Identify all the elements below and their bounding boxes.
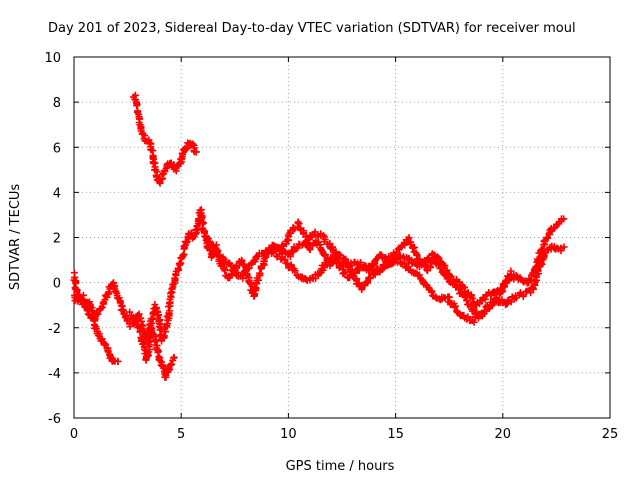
data-point — [526, 276, 534, 284]
data-point — [294, 271, 302, 279]
data-point — [366, 274, 374, 282]
x-axis-label: GPS time / hours — [286, 459, 395, 474]
data-point — [98, 303, 106, 311]
data-point — [151, 338, 159, 346]
data-point — [182, 146, 190, 154]
y-tick-label: 10 — [44, 51, 61, 66]
chart-title: Day 201 of 2023, Sidereal Day-to-day VTE… — [48, 21, 576, 36]
data-points — [70, 91, 568, 381]
x-tick-label: 10 — [280, 427, 297, 442]
series-track-6 — [130, 91, 200, 187]
data-point — [192, 148, 200, 156]
y-tick-label: 0 — [53, 277, 61, 292]
data-point — [294, 244, 302, 252]
data-point — [114, 357, 122, 365]
data-point — [79, 296, 87, 304]
x-tick-label: 5 — [177, 427, 185, 442]
axis-ticks: 0 5 10 15 20 25 -6 -4 -2 0 2 4 6 8 10 — [44, 51, 618, 442]
series-track-5 — [268, 215, 568, 309]
data-point — [116, 298, 124, 306]
data-point — [166, 289, 174, 297]
data-point — [488, 301, 496, 309]
series-track-3 — [126, 206, 515, 364]
data-point — [443, 266, 451, 274]
data-point — [560, 215, 568, 223]
data-point — [254, 252, 262, 260]
data-point — [281, 255, 289, 263]
data-point — [183, 144, 191, 152]
data-point — [344, 263, 352, 271]
data-point — [306, 246, 314, 254]
data-point — [321, 235, 329, 243]
data-point — [119, 305, 127, 313]
y-tick-label: 6 — [53, 141, 61, 156]
data-point — [377, 251, 385, 259]
data-point — [256, 269, 264, 277]
data-point — [156, 357, 164, 365]
data-point — [291, 267, 299, 275]
data-point — [160, 332, 168, 340]
data-point — [364, 263, 372, 271]
data-point — [441, 261, 449, 269]
y-tick-label: 4 — [53, 186, 61, 201]
data-point — [142, 356, 150, 364]
data-point — [328, 243, 336, 251]
data-point — [170, 353, 178, 361]
y-tick-label: -6 — [48, 412, 61, 427]
data-point — [446, 273, 454, 281]
data-point — [172, 167, 180, 175]
y-tick-label: 2 — [53, 232, 61, 247]
data-point — [536, 253, 544, 261]
data-point — [221, 266, 229, 274]
data-point — [88, 314, 96, 322]
data-point — [451, 302, 459, 310]
data-point — [98, 335, 106, 343]
data-point — [341, 268, 349, 276]
data-point — [512, 272, 520, 280]
data-point — [426, 262, 434, 270]
data-point — [281, 247, 289, 255]
y-tick-label: -4 — [48, 367, 61, 382]
data-point — [365, 273, 373, 281]
data-point — [196, 206, 204, 214]
data-point — [84, 310, 92, 318]
data-point — [468, 294, 476, 302]
data-point — [213, 247, 221, 255]
x-tick-label: 25 — [602, 427, 619, 442]
data-point — [427, 288, 435, 296]
data-point — [295, 220, 303, 228]
data-point — [133, 102, 141, 110]
data-point — [209, 243, 217, 251]
data-point — [179, 150, 187, 158]
data-point — [415, 271, 423, 279]
data-point — [189, 140, 197, 148]
y-axis-label: SDTVAR / TECUs — [8, 184, 23, 291]
x-tick-label: 0 — [70, 427, 78, 442]
data-point — [208, 251, 216, 259]
y-tick-label: 8 — [53, 96, 61, 111]
data-point — [544, 234, 552, 242]
series-track-2 — [71, 279, 178, 381]
data-point — [136, 314, 144, 322]
x-tick-label: 15 — [387, 427, 404, 442]
data-point — [94, 310, 102, 318]
x-tick-label: 20 — [495, 427, 512, 442]
data-point — [470, 318, 478, 326]
data-point — [560, 243, 568, 251]
data-point — [492, 288, 500, 296]
data-point — [168, 360, 176, 368]
grid-lines — [74, 57, 610, 418]
data-point — [332, 248, 340, 256]
data-point — [494, 286, 502, 294]
data-point — [470, 306, 478, 314]
data-point — [199, 219, 207, 227]
y-tick-label: -2 — [48, 322, 61, 337]
data-point — [136, 328, 144, 336]
data-point — [321, 251, 329, 259]
